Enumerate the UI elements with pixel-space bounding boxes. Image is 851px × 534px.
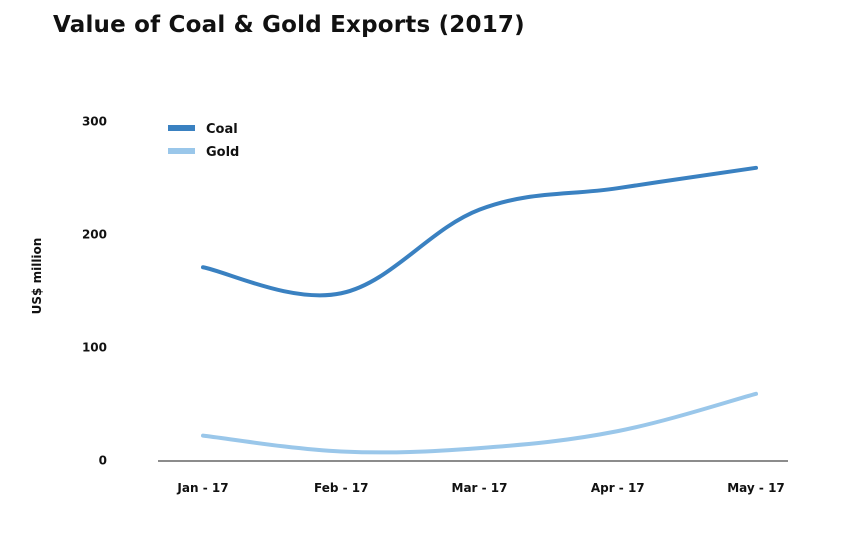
y-tick-label: 200 (82, 228, 107, 242)
chart-title: Value of Coal & Gold Exports (2017) (53, 12, 525, 38)
y-axis-title: US$ million (30, 238, 44, 315)
legend-label-gold: Gold (206, 145, 239, 160)
x-tick-label: Jan - 17 (176, 481, 228, 495)
y-tick-label: 0 (99, 454, 107, 468)
series-line-coal (201, 165, 758, 298)
y-tick-label: 300 (82, 115, 107, 129)
x-tick-label: Mar - 17 (452, 481, 508, 495)
x-tick-label: May - 17 (727, 481, 785, 495)
x-tick-label: Feb - 17 (314, 481, 368, 495)
x-tick-label: Apr - 17 (591, 481, 645, 495)
series-line-gold (201, 391, 758, 455)
y-tick-label: 100 (82, 341, 107, 355)
legend-label-coal: Coal (206, 122, 238, 137)
